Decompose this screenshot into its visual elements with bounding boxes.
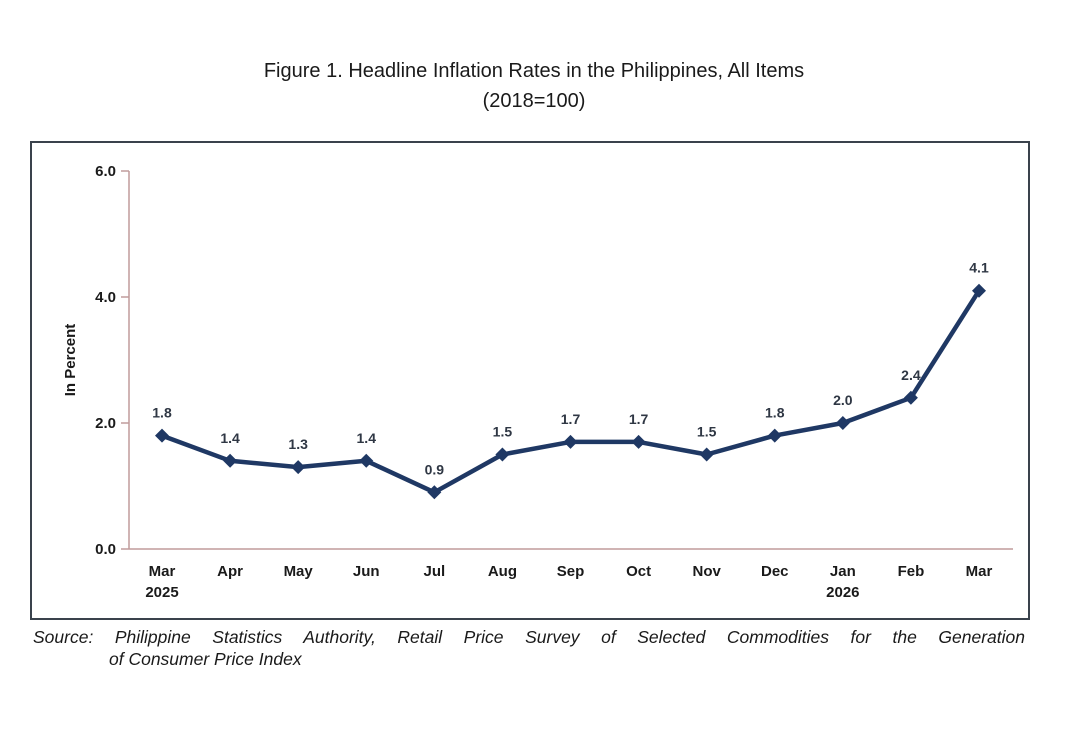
data-point-marker (359, 453, 374, 468)
x-tick-label: May (284, 563, 314, 580)
data-point-marker (291, 460, 306, 475)
x-tick-label: Nov (692, 563, 721, 580)
data-point-label: 1.4 (220, 430, 240, 446)
data-point-label: 1.8 (152, 405, 172, 421)
x-tick-label: Mar (966, 563, 993, 580)
data-point-label: 2.4 (901, 367, 921, 383)
data-point-marker (972, 283, 986, 298)
data-point-label: 0.9 (425, 461, 445, 477)
x-tick-label: Oct (626, 563, 651, 580)
data-point-label: 1.4 (357, 430, 377, 446)
data-point-label: 2.0 (833, 392, 853, 408)
data-point-label: 1.5 (493, 424, 513, 440)
data-point-marker (563, 434, 578, 449)
data-point-label: 1.7 (629, 411, 649, 427)
data-point-marker (495, 447, 510, 462)
source-line1: Source: Philippine Statistics Authority,… (33, 627, 1025, 647)
x-tick-label: Apr (217, 563, 243, 580)
data-point-label: 1.3 (288, 436, 308, 452)
data-point-marker (631, 434, 646, 449)
chart-frame: 0.0 2.0 4.0 6.0 In Percent 1.8 1.4 1.3 1.4 0.9 1.5… (30, 141, 1030, 620)
x-tick-label: Mar 2025 (145, 563, 178, 601)
x-tick-label: Jan 2026 (826, 563, 859, 601)
x-tick-label: Jun (353, 563, 380, 580)
y-tick-label: 6.0 (95, 163, 116, 180)
figure-title-line2: (2018=100) (482, 90, 586, 112)
x-tick-label: Dec (761, 563, 789, 580)
x-tick-label: Feb (898, 563, 925, 580)
y-tick-label: 4.0 (95, 289, 116, 306)
data-point-marker (223, 453, 238, 468)
x-tick-label: Aug (488, 563, 517, 580)
inflation-series-line (159, 288, 982, 495)
inflation-line-chart: 0.0 2.0 4.0 6.0 In Percent 1.8 1.4 1.3 1.4 0.9 1.5… (62, 163, 1013, 601)
y-axis-title: In Percent (62, 324, 79, 397)
data-point-marker (903, 390, 918, 405)
y-tick-label: 2.0 (95, 415, 116, 432)
data-point-label: 1.5 (697, 424, 717, 440)
figure-title: Figure 1. Headline Inflation Rates in th… (0, 56, 1068, 116)
data-point-marker (155, 428, 169, 443)
y-tick-label: 0.0 (95, 541, 116, 558)
data-point-marker (767, 428, 782, 443)
data-point-label: 1.8 (765, 405, 785, 421)
x-tick-label: Sep (557, 563, 585, 580)
figure-title-line1: Figure 1. Headline Inflation Rates in th… (263, 60, 805, 82)
data-point-marker (699, 447, 714, 462)
data-point-label: 1.7 (561, 411, 581, 427)
source-note: Source: Philippine Statistics Authority,… (33, 626, 1025, 670)
x-tick-label: Jul (423, 563, 445, 580)
data-point-marker (427, 485, 442, 500)
data-point-label: 4.1 (969, 260, 989, 276)
data-point-marker (835, 416, 850, 430)
source-line2: of Consumer Price Index (109, 649, 302, 669)
